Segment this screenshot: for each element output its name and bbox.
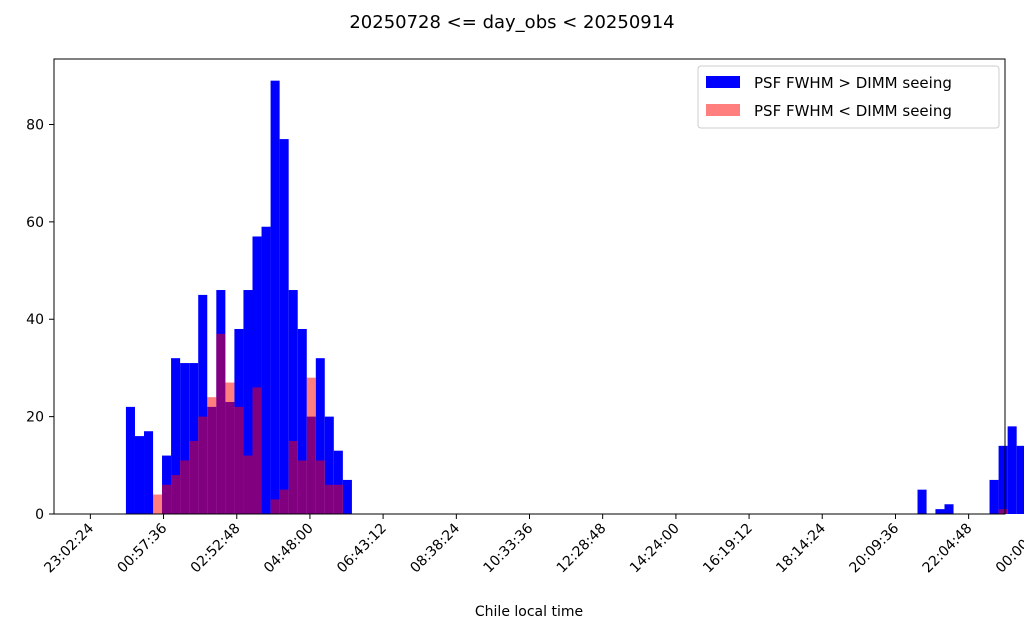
y-tick-label: 40 — [26, 312, 44, 328]
histogram-bar — [144, 431, 154, 514]
y-tick-label: 0 — [35, 507, 44, 523]
histogram-bar — [153, 494, 163, 514]
histogram-bar — [198, 416, 208, 514]
histogram-bar — [270, 80, 280, 515]
histogram-bar — [333, 484, 343, 514]
x-tick-label: 06:43:12 — [334, 521, 390, 577]
histogram-bar — [333, 450, 343, 514]
legend-label: PSF FWHM < DIMM seeing — [754, 102, 952, 120]
histogram-bar — [171, 475, 181, 514]
histogram-bar — [180, 460, 190, 514]
histogram-bar — [1007, 426, 1017, 514]
histogram-bar — [162, 455, 172, 514]
histogram-bar — [252, 236, 262, 514]
histogram-bar — [243, 455, 253, 514]
histogram-bar — [917, 489, 927, 514]
histogram-bar — [306, 377, 316, 514]
legend-swatch — [706, 76, 740, 88]
histogram-bar — [998, 509, 1008, 514]
histogram-bar — [1016, 445, 1024, 514]
histogram-bar — [134, 436, 145, 514]
histogram-bar — [324, 416, 334, 514]
histogram-bar — [935, 509, 945, 514]
histogram-bar — [198, 294, 208, 514]
histogram-bar — [324, 484, 334, 514]
histogram-bar — [279, 139, 289, 514]
histogram-bar — [225, 382, 235, 514]
histogram-bar — [989, 479, 999, 514]
legend-box — [697, 65, 1000, 129]
x-tick-label: 16:19:12 — [700, 521, 756, 577]
histogram-bar — [162, 484, 172, 514]
histogram-bar — [315, 358, 325, 514]
histogram-bar — [171, 358, 181, 514]
histogram-bar — [243, 290, 253, 514]
plot-area — [125, 80, 1024, 515]
x-tick-label: 23:02:24 — [41, 520, 97, 576]
histogram-bar — [315, 460, 325, 514]
histogram-bar — [297, 328, 307, 514]
x-tick-label: 22:04:48 — [920, 521, 976, 577]
x-tick-label: 10:33:36 — [481, 520, 537, 576]
histogram-bar — [180, 363, 190, 514]
histogram-bar — [125, 406, 135, 514]
y-tick-label: 80 — [26, 117, 44, 133]
histogram-bar — [944, 504, 954, 514]
x-tick-label: 00:00:00 — [993, 521, 1024, 577]
histogram-bar — [234, 406, 244, 514]
histogram-bar — [261, 226, 271, 515]
x-tick-label: 04:48:00 — [261, 521, 317, 577]
histogram-bar — [279, 489, 289, 514]
histogram-bar — [342, 479, 352, 514]
histogram-bar — [297, 460, 307, 514]
x-tick-label: 00:57:36 — [115, 520, 171, 576]
histogram-bar — [207, 397, 217, 514]
y-tick-label: 60 — [26, 215, 44, 231]
series-2 — [153, 333, 1008, 514]
y-tick-label: 20 — [26, 410, 44, 426]
histogram-bar — [288, 440, 298, 514]
x-tick-label: 08:38:24 — [407, 520, 463, 576]
histogram-bar — [288, 290, 298, 514]
x-tick-label: 18:14:24 — [773, 520, 829, 576]
histogram-bar — [189, 440, 199, 514]
x-axis-label: Chile local time — [475, 604, 583, 620]
histogram-bar — [270, 499, 280, 514]
histogram-bar — [216, 333, 226, 514]
legend-label: PSF FWHM > DIMM seeing — [754, 74, 952, 92]
x-tick-label: 12:28:48 — [554, 521, 610, 577]
histogram-bar — [998, 445, 1008, 514]
x-tick-label: 02:52:48 — [188, 521, 244, 577]
x-tick-label: 14:24:00 — [627, 521, 683, 577]
histogram-bar — [252, 387, 262, 514]
x-axis: 23:02:24 00:57:36 02:52:48 04:48:00 06:43:12… — [41, 514, 1024, 576]
legend: PSF FWHM > DIMM seeing PSF FWHM < DIMM se… — [697, 65, 1000, 129]
x-tick-label: 20:09:36 — [847, 520, 903, 576]
chart-title: 20250728 <= day_obs < 20250914 — [349, 12, 674, 33]
legend-swatch — [706, 104, 740, 116]
histogram-bar — [189, 363, 199, 514]
y-axis: 0 20 40 60 80 — [26, 117, 54, 523]
